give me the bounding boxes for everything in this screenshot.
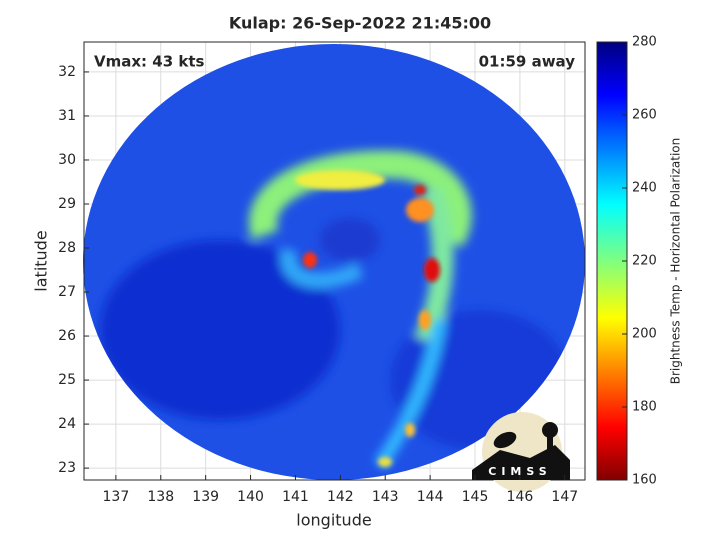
y-tick-label: 31 bbox=[58, 108, 76, 124]
y-tick-label: 28 bbox=[58, 240, 76, 256]
colorbar-tick-label: 180 bbox=[632, 400, 657, 415]
y-tick-label: 25 bbox=[58, 372, 76, 388]
colorbar-tick-label: 200 bbox=[632, 327, 657, 342]
colorbar-tick-label: 160 bbox=[632, 473, 657, 488]
x-tick-label: 146 bbox=[507, 489, 534, 505]
y-tick-label: 32 bbox=[58, 64, 76, 80]
x-tick-label: 143 bbox=[372, 489, 399, 505]
colorbar-label: Brightness Temp - Horizontal Polarizatio… bbox=[669, 138, 683, 385]
annotation: Vmax: 43 kts bbox=[94, 53, 204, 71]
chart-title: Kulap: 26-Sep-2022 21:45:00 bbox=[229, 14, 491, 33]
y-axis-label: latitude bbox=[32, 230, 51, 291]
x-tick-label: 137 bbox=[103, 489, 130, 505]
x-tick-label: 147 bbox=[551, 489, 578, 505]
colorbar-tick-label: 220 bbox=[632, 254, 657, 269]
y-tick-label: 27 bbox=[58, 284, 76, 300]
x-tick-label: 138 bbox=[147, 489, 174, 505]
x-tick-label: 141 bbox=[282, 489, 309, 505]
colorbar-tick-label: 260 bbox=[632, 108, 657, 123]
y-tick-label: 30 bbox=[58, 152, 76, 168]
colorbar-tick-label: 280 bbox=[632, 35, 657, 50]
plot-frame bbox=[83, 41, 586, 481]
x-axis-label: longitude bbox=[296, 511, 371, 530]
x-tick-label: 139 bbox=[192, 489, 219, 505]
colorbar-tick-label: 240 bbox=[632, 181, 657, 196]
x-tick-label: 144 bbox=[417, 489, 444, 505]
x-tick-label: 142 bbox=[327, 489, 354, 505]
logo-text: CIMSS bbox=[488, 465, 551, 478]
y-tick-label: 26 bbox=[58, 328, 76, 344]
x-tick-label: 145 bbox=[462, 489, 489, 505]
y-tick-label: 29 bbox=[58, 196, 76, 212]
y-tick-label: 23 bbox=[58, 460, 76, 476]
y-tick-label: 24 bbox=[58, 416, 76, 432]
annotation: 01:59 away bbox=[479, 53, 576, 71]
x-tick-label: 140 bbox=[237, 489, 264, 505]
logo: CIMSS bbox=[472, 412, 570, 492]
